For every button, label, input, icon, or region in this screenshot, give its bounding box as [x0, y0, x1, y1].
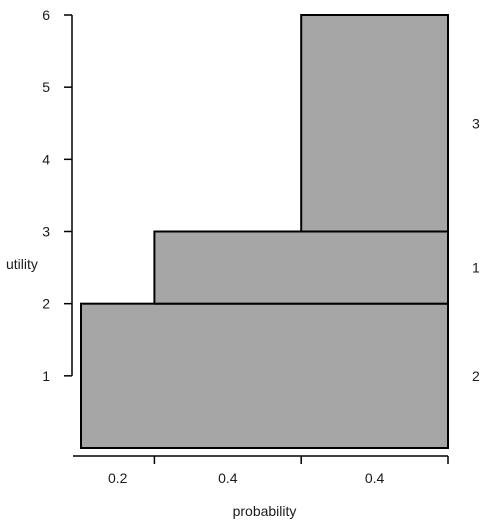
block-probability-label: 1: [472, 260, 480, 276]
y-axis-title: utility: [6, 256, 38, 272]
x-segment-label: 0.4: [218, 470, 238, 486]
blocks-layer: [80, 14, 450, 449]
y-tick-label: 5: [42, 79, 50, 95]
y-tick-label: 2: [42, 296, 50, 312]
y-tick-label: 3: [42, 224, 50, 240]
utility-block-2: [153, 230, 449, 305]
x-segment-label: 0.4: [365, 470, 385, 486]
x-axis-title: probability: [233, 503, 297, 519]
block-probability-label: 3: [472, 115, 480, 131]
y-tick-label: 6: [42, 7, 50, 23]
x-segment-label: 0.2: [108, 470, 128, 486]
y-ticks: 1 2 3 4 5 6: [42, 7, 72, 384]
x-ticks: 0.2 0.4 0.4: [108, 456, 449, 486]
block-labels: 2 1 3: [472, 115, 480, 384]
y-tick-label: 4: [42, 151, 50, 167]
utility-block-3: [300, 14, 450, 233]
block-probability-label: 2: [472, 368, 480, 384]
utility-block-1: [80, 302, 449, 449]
y-tick-label: 1: [42, 368, 50, 384]
